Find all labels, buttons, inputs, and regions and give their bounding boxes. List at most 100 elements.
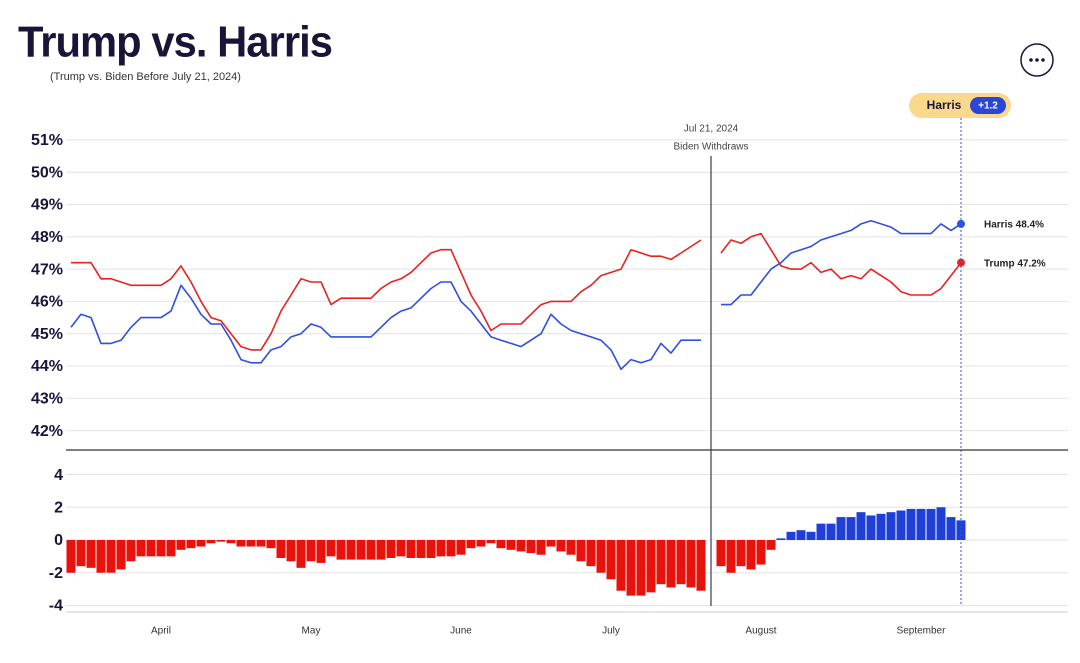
bar	[796, 530, 806, 540]
series-line	[70, 219, 962, 371]
bar	[256, 540, 266, 547]
chart-subtitle: (Trump vs. Biden Before July 21, 2024)	[50, 71, 241, 83]
bar	[106, 540, 116, 573]
bar	[436, 540, 446, 557]
bar	[486, 540, 496, 544]
menu-dot	[1041, 58, 1045, 62]
leader-badge: Harris +1.2	[909, 93, 1011, 118]
bar	[746, 540, 756, 570]
y-tick-label: 44%	[31, 358, 63, 375]
bar	[406, 540, 416, 558]
bar	[546, 540, 556, 547]
event-date: Jul 21, 2024	[684, 124, 739, 135]
series-line	[71, 232, 962, 351]
bar	[126, 540, 136, 562]
event-text: Biden Withdraws	[673, 142, 748, 153]
y-tick-label: 42%	[31, 423, 63, 440]
bar	[526, 540, 536, 554]
bar	[786, 531, 796, 540]
bar	[306, 540, 316, 562]
bar	[856, 512, 866, 540]
y-tick-label: 49%	[31, 197, 63, 214]
y-tick-label: 4	[54, 467, 63, 484]
bar	[376, 540, 386, 560]
y-tick-label: 47%	[31, 261, 63, 278]
y-tick-label: 0	[54, 532, 63, 549]
bar	[356, 540, 366, 560]
x-tick-label: July	[602, 626, 620, 637]
y-tick-label: 45%	[31, 326, 63, 343]
menu-button[interactable]	[1020, 43, 1054, 77]
chart-title: Trump vs. Harris	[18, 18, 332, 67]
bar	[766, 540, 776, 550]
bar	[216, 540, 226, 542]
badge-pill	[970, 97, 1006, 114]
bar	[266, 540, 276, 549]
bar	[726, 540, 736, 573]
bar	[636, 540, 646, 596]
menu-dot	[1029, 58, 1033, 62]
bar	[906, 508, 916, 540]
bar	[96, 540, 106, 573]
bar	[186, 540, 196, 549]
menu-dot	[1035, 58, 1039, 62]
bar	[226, 540, 236, 544]
x-tick-label: April	[151, 626, 171, 637]
y-tick-label: 2	[54, 499, 63, 516]
bar	[936, 507, 946, 540]
bar	[346, 540, 356, 560]
bar	[76, 540, 86, 567]
bar	[696, 540, 706, 591]
y-tick-label: 51%	[31, 132, 63, 149]
bar	[916, 508, 926, 540]
y-tick-label: 48%	[31, 229, 63, 246]
bar	[656, 540, 666, 585]
bar	[176, 540, 186, 550]
y-tick-label: 46%	[31, 294, 63, 311]
x-tick-label: June	[450, 626, 472, 637]
bar	[166, 540, 176, 557]
x-tick-label: August	[745, 626, 776, 637]
bar	[206, 540, 216, 544]
bar	[716, 540, 726, 567]
bar	[156, 540, 166, 557]
bar	[626, 540, 636, 596]
badge-margin: +1.2	[978, 101, 998, 112]
bar	[816, 523, 826, 540]
bar	[456, 540, 466, 555]
bar	[236, 540, 246, 547]
bar	[866, 515, 876, 540]
bar	[686, 540, 696, 588]
bar	[776, 538, 786, 540]
bar	[506, 540, 516, 550]
bar	[386, 540, 396, 558]
bar	[286, 540, 296, 562]
end-label: Trump 47.2%	[984, 258, 1046, 269]
bar	[826, 523, 836, 540]
bar	[426, 540, 436, 558]
y-tick-label: 50%	[31, 164, 63, 181]
bar	[466, 540, 476, 549]
bar	[926, 508, 936, 540]
bar	[86, 540, 96, 568]
bar	[566, 540, 576, 555]
x-tick-label: May	[302, 626, 321, 637]
bar	[416, 540, 426, 558]
y-tick-label: -4	[49, 598, 63, 615]
bar	[846, 517, 856, 540]
bar	[676, 540, 686, 585]
bar	[326, 540, 336, 557]
bar	[886, 512, 896, 540]
badge-leader: Harris	[927, 98, 962, 112]
bar	[116, 540, 126, 570]
bar	[646, 540, 656, 593]
bar	[876, 513, 886, 540]
y-tick-label: 43%	[31, 391, 63, 408]
bar	[316, 540, 326, 563]
bar	[606, 540, 616, 580]
bar	[496, 540, 506, 549]
bar	[576, 540, 586, 562]
bar	[586, 540, 596, 567]
